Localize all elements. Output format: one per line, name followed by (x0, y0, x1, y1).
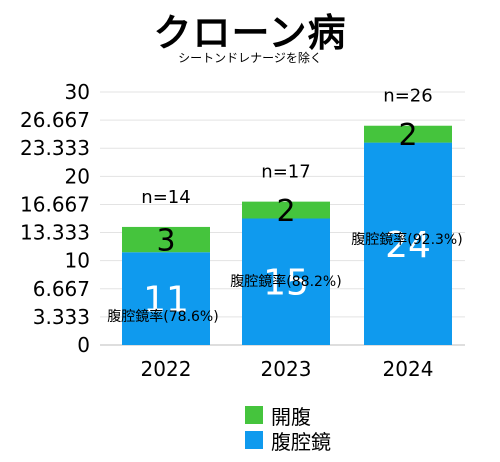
bar-segment-laparoscopic-2023 (242, 218, 330, 345)
y-tick-label: 13.333 (20, 221, 90, 245)
data-label-laparoscopic-2023: 15 (263, 263, 309, 304)
legend-item-open: 開腹 (245, 403, 311, 429)
legend-label-laparoscopic: 腹腔鏡 (271, 429, 331, 454)
y-tick-label: 10 (65, 249, 90, 273)
data-label-open-2023: 2 (276, 194, 295, 229)
chart-subtitle: シートンドレナージを除く (178, 51, 322, 65)
y-tick-label: 20 (65, 164, 90, 188)
y-tick-label: 3.333 (33, 305, 90, 329)
x-tick-label: 2024 (383, 357, 434, 381)
chart-title: クローン病 (153, 11, 347, 55)
y-tick-label: 16.667 (20, 192, 90, 216)
y-tick-label: 0 (77, 333, 90, 357)
legend-swatch-laparoscopic (245, 431, 263, 449)
data-label-laparoscopic-2022: 11 (143, 280, 189, 321)
legend-item-laparoscopic: 腹腔鏡 (245, 428, 331, 454)
bar-segment-laparoscopic-2022 (122, 252, 210, 345)
rate-label-2022: 腹腔鏡率(78.6%) (107, 308, 218, 325)
x-tick-label: 2023 (261, 357, 312, 381)
bar-segment-open-2022 (122, 226, 210, 253)
bar-segment-open-2023 (242, 201, 330, 219)
legend-swatch-open (245, 406, 263, 424)
stacked-bar-chart: 0 3.333 6.667 10 13.333 16.667 20 23.333 26.667 3… (20, 80, 465, 381)
data-label-open-2022: 3 (156, 223, 175, 258)
bar-segment-laparoscopic-2024 (364, 142, 452, 345)
y-tick-label: 6.667 (33, 277, 90, 301)
total-label-2022: n=14 (141, 187, 190, 208)
y-tick-label: 30 (65, 80, 90, 104)
total-label-2023: n=17 (261, 162, 310, 183)
y-tick-label: 23.333 (20, 136, 90, 160)
y-tick-label: 26.667 (20, 108, 90, 132)
data-label-open-2024: 2 (398, 118, 417, 153)
total-label-2024: n=26 (383, 86, 432, 107)
rate-label-2023: 腹腔鏡率(88.2%) (230, 273, 341, 290)
bar-segment-open-2024 (364, 125, 452, 143)
x-tick-label: 2022 (141, 357, 192, 381)
legend-label-open: 開腹 (271, 404, 311, 429)
rate-label-2024: 腹腔鏡率(92.3%) (351, 231, 462, 248)
data-label-laparoscopic-2024: 24 (385, 225, 431, 266)
